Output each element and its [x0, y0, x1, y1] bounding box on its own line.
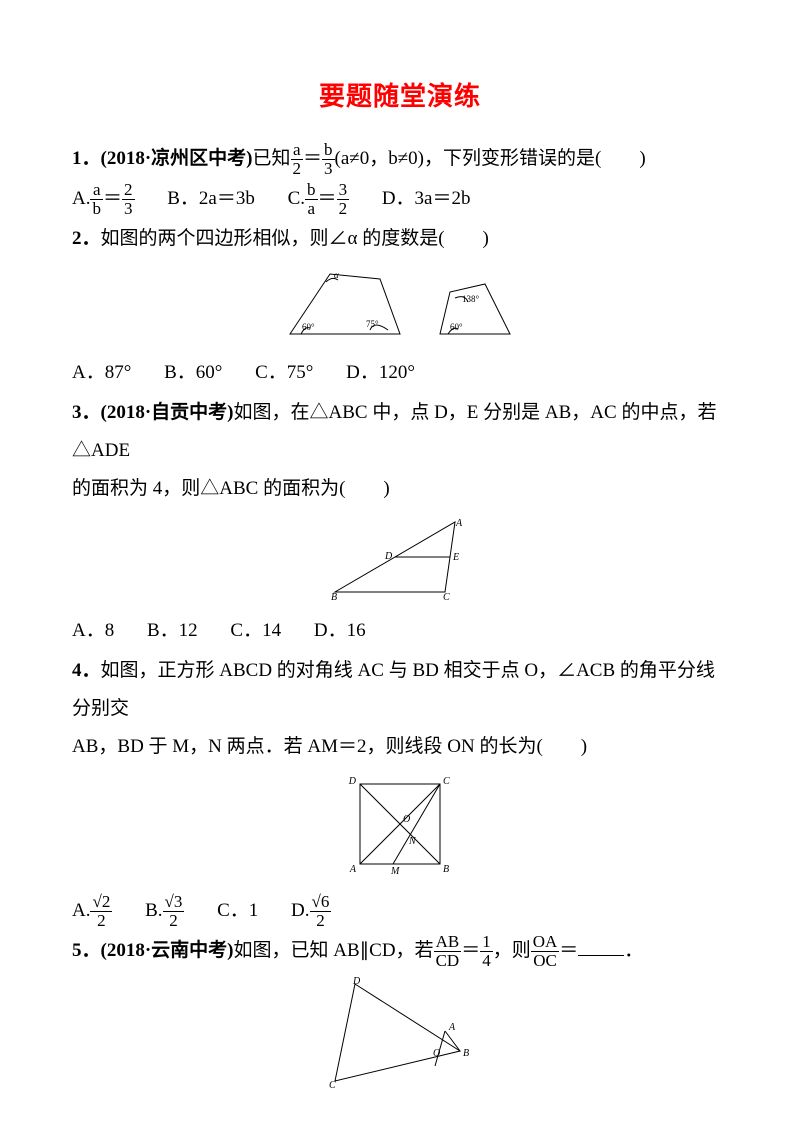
q3-svg: A B C D E: [315, 514, 485, 602]
q4-opt-a: A.√22: [72, 892, 112, 930]
q2-opt-a: A．87°: [72, 354, 131, 392]
svg-text:O: O: [403, 814, 410, 825]
svg-text:B: B: [331, 592, 337, 602]
q2-opt-c: C．75°: [255, 354, 313, 392]
q2-label: 2．: [72, 228, 101, 249]
q4-options: A.√22 B.√32 C．1 D.√62: [72, 892, 728, 930]
q4-opt-d: D.√62: [291, 892, 331, 930]
q1-opt-d: D．3a＝2b: [382, 180, 471, 218]
q3-opt-c: C．14: [230, 612, 281, 650]
q4-label: 4．: [72, 660, 101, 681]
question-5: 5．(2018·云南中考)如图，已知 AB∥CD，若ABCD＝14，则OAOC＝…: [72, 932, 728, 970]
svg-text:B: B: [443, 864, 449, 875]
q1-post: (a≠0，b≠0)，下列变形错误的是( ): [335, 148, 646, 169]
question-1: 1．(2018·凉州区中考)已知a2＝b3(a≠0，b≠0)，下列变形错误的是(…: [72, 140, 728, 178]
q3-opt-d: D．16: [314, 612, 366, 650]
svg-text:C: C: [443, 592, 450, 602]
svg-text:A: A: [455, 518, 463, 529]
svg-text:C: C: [443, 776, 450, 787]
q1-frac1: a2: [291, 141, 304, 178]
q2-figure: α 60° 75° 138° 60°: [72, 264, 728, 348]
q5-pre: 如图，已知 AB∥CD，若: [234, 940, 434, 961]
svg-text:60°: 60°: [450, 322, 463, 332]
q5-f1: ABCD: [434, 933, 462, 970]
answer-blank: [578, 942, 624, 956]
q3-opt-a: A．8: [72, 612, 114, 650]
svg-text:138°: 138°: [462, 294, 480, 304]
q3-figure: A B C D E: [72, 514, 728, 606]
q2-text: 如图的两个四边形相似，则∠α 的度数是( ): [101, 228, 489, 249]
q2-options: A．87° B．60° C．75° D．120°: [72, 354, 728, 392]
q5-label: 5．: [72, 940, 101, 961]
svg-text:A: A: [349, 864, 357, 875]
q1-options: A.ab＝23 B．2a＝3b C.ba＝32 D．3a＝2b: [72, 180, 728, 218]
question-2: 2．如图的两个四边形相似，则∠α 的度数是( ): [72, 220, 728, 258]
q1-label: 1．: [72, 148, 101, 169]
q4-opt-c: C．1: [217, 892, 258, 930]
q4-svg: D C A B M O N: [335, 772, 465, 882]
q3-label: 3．: [72, 402, 101, 423]
question-4: 4．如图，正方形 ABCD 的对角线 AC 与 BD 相交于点 O，∠ACB 的…: [72, 652, 728, 728]
svg-text:N: N: [408, 836, 417, 847]
q3-source: (2018·自贡中考): [101, 402, 234, 423]
page-title: 要题随堂演练: [72, 70, 728, 122]
q5-f3: OAOC: [531, 933, 560, 970]
svg-text:D: D: [348, 776, 357, 787]
question-3: 3．(2018·自贡中考)如图，在△ABC 中，点 D，E 分别是 AB，AC …: [72, 394, 728, 470]
q1-frac2: b3: [322, 141, 335, 178]
svg-text:75°: 75°: [366, 319, 379, 329]
q4-opt-b: B.√32: [145, 892, 184, 930]
q1-pre: 已知: [253, 148, 291, 169]
q3-options: A．8 B．12 C．14 D．16: [72, 612, 728, 650]
q3-line2: 的面积为 4，则△ABC 的面积为( ): [72, 470, 728, 508]
q1-opt-a: A.ab＝23: [72, 180, 135, 218]
q2-opt-b: B．60°: [164, 354, 222, 392]
q5-f2: 14: [480, 933, 493, 970]
q1-eq: ＝: [303, 148, 322, 169]
q3-opt-b: B．12: [147, 612, 198, 650]
svg-text:E: E: [452, 552, 459, 563]
svg-text:O: O: [433, 1048, 440, 1059]
q1-opt-b: B．2a＝3b: [167, 180, 255, 218]
q1-opt-c: C.ba＝32: [288, 180, 349, 218]
svg-text:α: α: [334, 270, 339, 280]
q5-figure: D C A B O: [72, 976, 728, 1095]
svg-text:M: M: [390, 866, 400, 877]
q5-svg: D C A B O: [315, 976, 485, 1091]
svg-text:60°: 60°: [302, 322, 315, 332]
q4-text1: 如图，正方形 ABCD 的对角线 AC 与 BD 相交于点 O，∠ACB 的角平…: [72, 660, 715, 719]
q5-source: (2018·云南中考): [101, 940, 234, 961]
page: 要题随堂演练 1．(2018·凉州区中考)已知a2＝b3(a≠0，b≠0)，下列…: [0, 0, 800, 1131]
q4-line2: AB，BD 于 M，N 两点．若 AM＝2，则线段 ON 的长为( ): [72, 728, 728, 766]
svg-text:A: A: [448, 1022, 456, 1033]
q2-svg: α 60° 75° 138° 60°: [270, 264, 530, 344]
q4-figure: D C A B M O N: [72, 772, 728, 886]
q2-opt-d: D．120°: [346, 354, 415, 392]
svg-text:C: C: [329, 1080, 336, 1091]
svg-text:D: D: [352, 976, 361, 987]
svg-text:D: D: [384, 551, 393, 562]
q1-source: (2018·凉州区中考): [101, 148, 253, 169]
svg-text:B: B: [463, 1048, 469, 1059]
